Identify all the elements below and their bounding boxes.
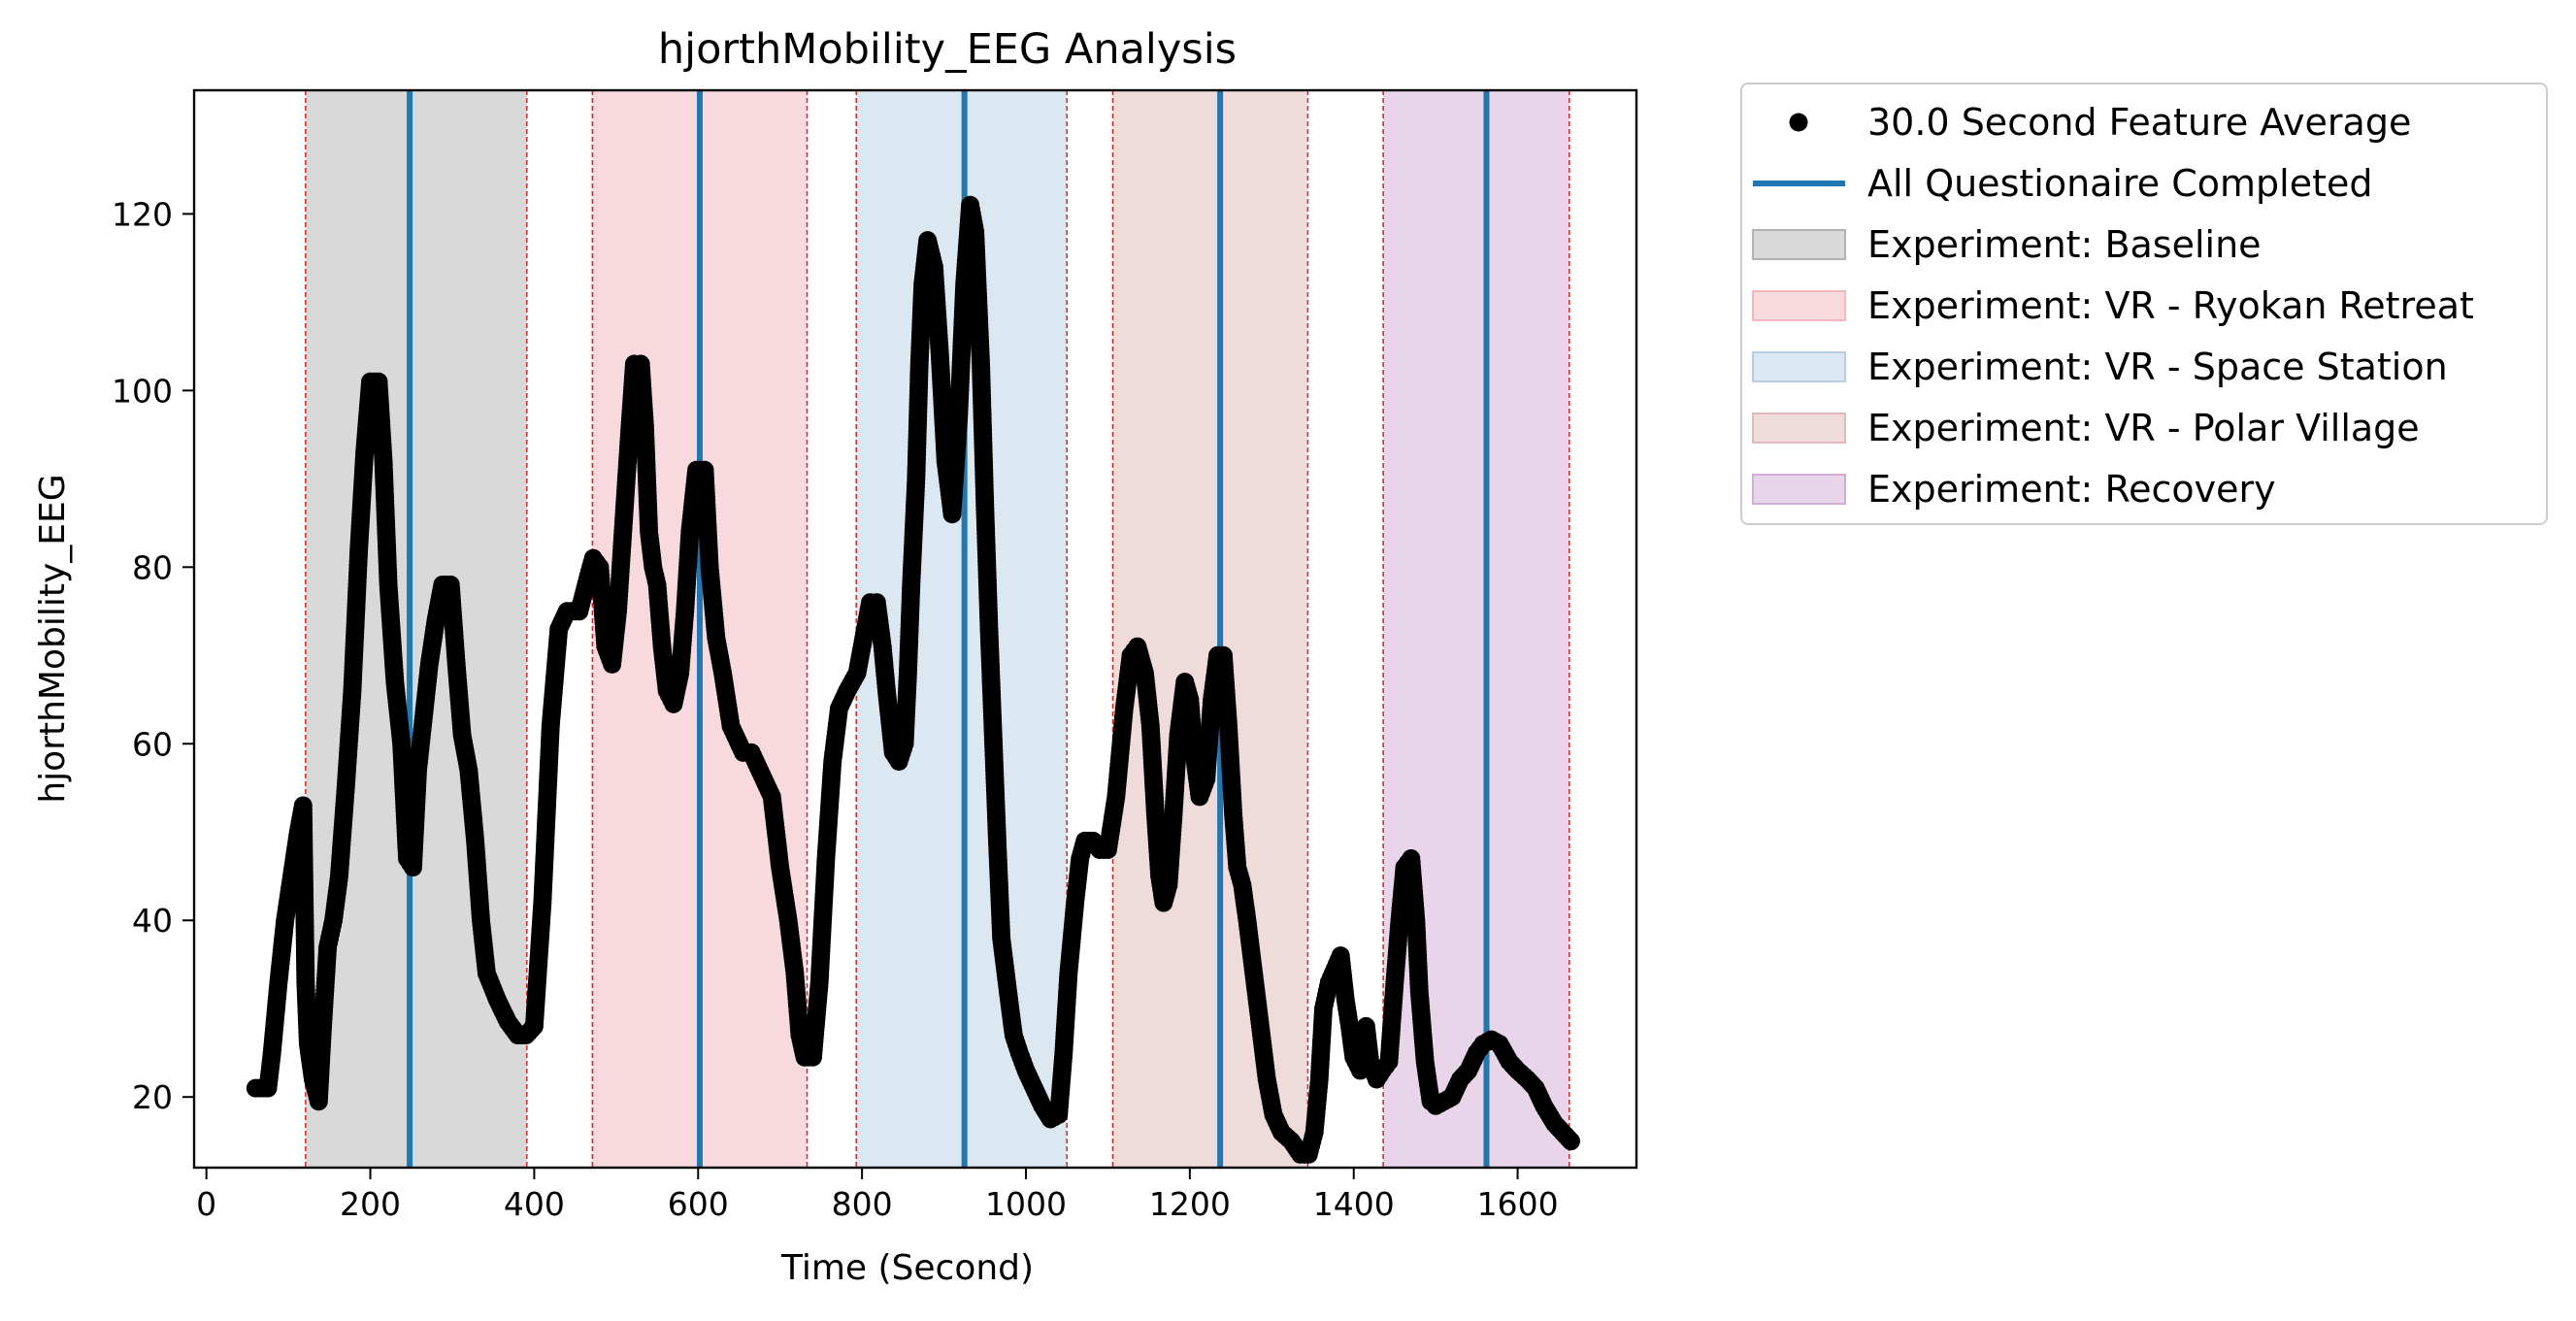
y-tick-label-100: 100 <box>112 372 173 410</box>
y-tick-label-20: 20 <box>132 1078 173 1116</box>
data-points <box>246 195 1580 1164</box>
x-tick-label-800: 800 <box>832 1185 893 1223</box>
chart-title: hjorthMobility_EEG Analysis <box>658 25 1237 74</box>
region-4 <box>1383 90 1569 1168</box>
data-point-2542 <box>1561 1132 1580 1151</box>
y-tick-label-80: 80 <box>132 548 173 586</box>
x-tick-label-400: 400 <box>504 1185 565 1223</box>
legend-label-0: 30.0 Second Feature Average <box>1867 101 2411 144</box>
y-axis-ticks: 20 40 60 80 100 120 <box>112 195 194 1116</box>
legend-label-5: Experiment: VR - Polar Village <box>1867 407 2420 449</box>
x-tick-label-1600: 1600 <box>1477 1185 1559 1223</box>
x-tick-label-200: 200 <box>340 1185 401 1223</box>
region-3 <box>1112 90 1308 1168</box>
legend-label-6: Experiment: Recovery <box>1867 468 2276 511</box>
x-tick-label-0: 0 <box>196 1185 216 1223</box>
legend-patch-3 <box>1752 290 1846 321</box>
x-tick-label-1200: 1200 <box>1149 1185 1231 1223</box>
x-tick-label-1400: 1400 <box>1313 1185 1395 1223</box>
y-tick-label-60: 60 <box>132 725 173 763</box>
legend-patch-6 <box>1752 474 1846 505</box>
x-tick-label-600: 600 <box>668 1185 729 1223</box>
x-axis-label: Time (Second) <box>780 1248 1034 1288</box>
legend-box <box>1740 83 2548 525</box>
region-borders <box>305 90 1570 1168</box>
y-tick-label-40: 40 <box>132 902 173 940</box>
y-tick-label-120: 120 <box>112 195 173 233</box>
legend-label-2: Experiment: Baseline <box>1867 223 2262 266</box>
x-tick-label-1000: 1000 <box>985 1185 1067 1223</box>
legend-label-4: Experiment: VR - Space Station <box>1867 346 2448 388</box>
legend: 30.0 Second Feature Average All Questiona… <box>1740 83 2548 525</box>
legend-patch-4 <box>1752 351 1846 382</box>
legend-marker-0 <box>1789 113 1808 132</box>
legend-patch-2 <box>1752 229 1846 260</box>
y-axis-label: hjorthMobility_EEG <box>33 474 73 803</box>
x-axis-ticks: 0 200 400 600 800 1000 1200 1400 1600 <box>196 1168 1559 1223</box>
plot-frame <box>192 88 1638 1170</box>
legend-label-3: Experiment: VR - Ryokan Retreat <box>1867 284 2474 327</box>
legend-patch-5 <box>1752 413 1846 444</box>
legend-label-1: All Questionaire Completed <box>1867 162 2373 205</box>
